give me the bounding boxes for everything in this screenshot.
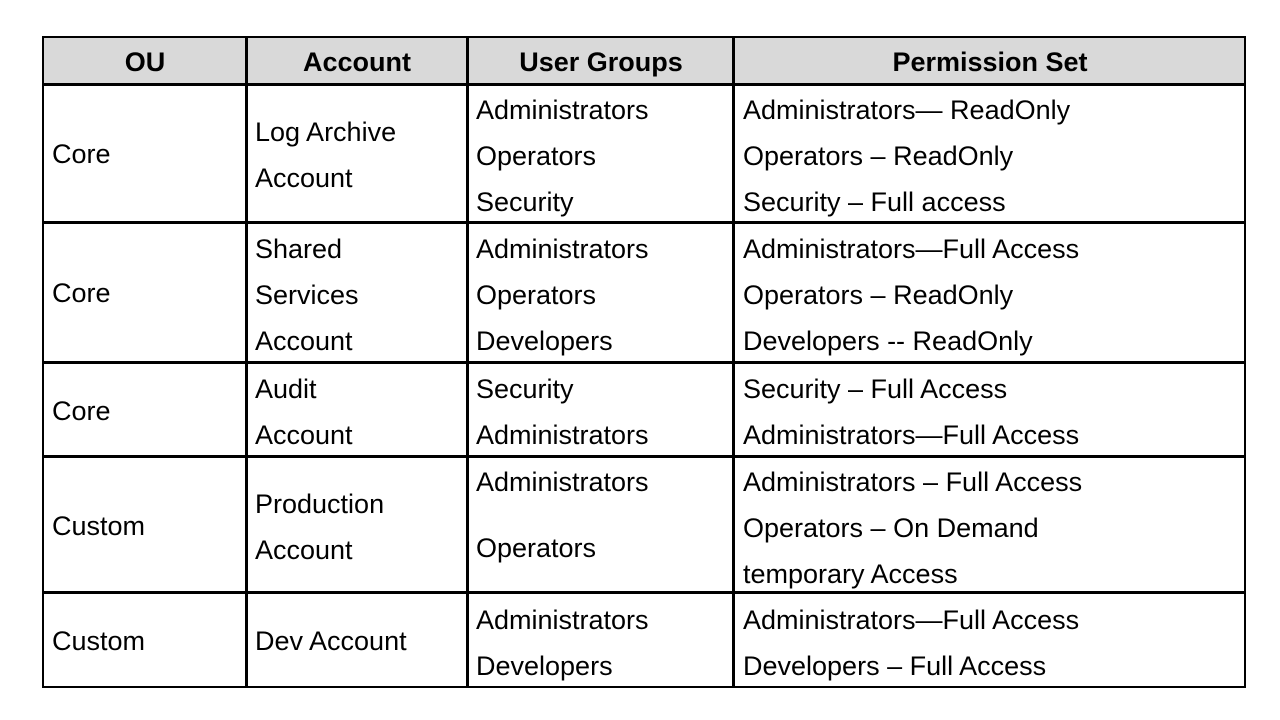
column-divider [732, 36, 735, 688]
column-divider [466, 36, 469, 688]
column-divider [245, 36, 248, 688]
cell-ou: Core [52, 396, 111, 426]
cell-permissions: Administrators—Full Access Developers – F… [743, 605, 1080, 681]
header-ou: OU [124, 47, 166, 77]
row-divider [42, 591, 1246, 594]
row-divider [42, 361, 1246, 364]
cell-permissions: Security – Full Access Administrators—Ful… [743, 374, 1080, 450]
cell-user-groups: Administrators Operators Security [476, 95, 649, 217]
cell-ou: Core [52, 139, 111, 169]
cell-user-groups: Security Administrators [476, 374, 649, 450]
cell-user-groups: Administrators Developers [476, 605, 649, 681]
row-divider [42, 455, 1246, 458]
cell-permissions: Administrators— ReadOnly Operators – Read… [743, 95, 1071, 217]
header-permission-set: Permission Set [892, 47, 1088, 77]
header-account: Account [303, 47, 411, 77]
row-divider [42, 83, 1246, 86]
cell-account: Shared Services Account [255, 234, 359, 356]
cell-ou: Custom [52, 626, 146, 656]
cell-account: Dev Account [255, 626, 407, 656]
cell-user-groups: Administrators Operators [476, 467, 649, 563]
cell-ou: Core [52, 278, 111, 308]
cell-account: Audit Account [255, 374, 353, 450]
header-user-groups: User Groups [519, 47, 683, 77]
cell-account: Production Account [255, 489, 385, 565]
cell-user-groups: Administrators Operators Developers [476, 234, 649, 356]
cell-ou: Custom [52, 511, 146, 541]
row-divider [42, 221, 1246, 224]
cell-permissions: Administrators—Full Access Operators – Re… [743, 234, 1080, 356]
cell-account: Log Archive Account [255, 117, 397, 193]
cell-permissions: Administrators – Full Access Operators – … [743, 467, 1083, 589]
header-row [44, 38, 1244, 84]
